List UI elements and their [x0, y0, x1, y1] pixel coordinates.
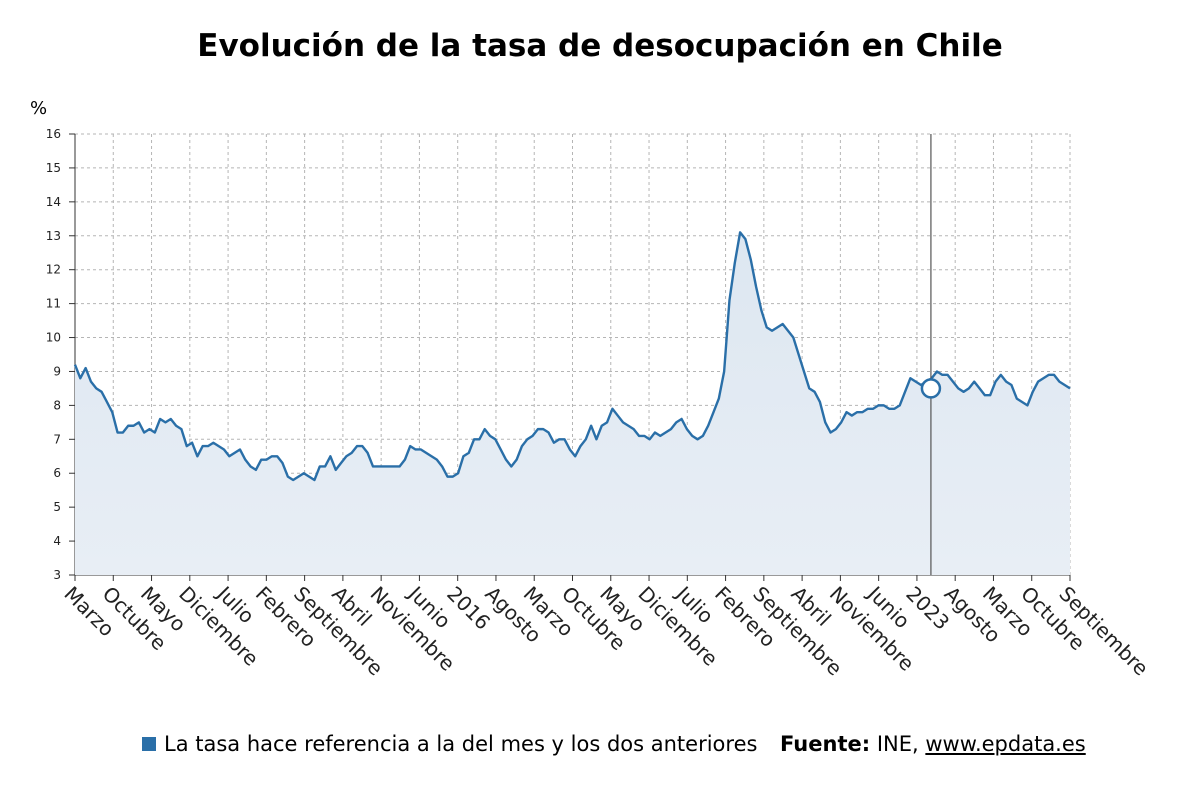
series-line — [73, 231, 1071, 482]
axis-labels: 345678910111213141516MarzoOctubreMayoDic… — [30, 98, 1153, 680]
x-tick-label: 2016 — [442, 582, 495, 635]
y-tick-label: 8 — [53, 398, 61, 412]
y-tick-label: 10 — [46, 331, 61, 345]
legend-label: La tasa hace referencia a la del mes y l… — [164, 732, 758, 756]
y-tick-label: 5 — [53, 500, 61, 514]
legend-swatch — [142, 737, 156, 751]
data-series — [73, 134, 1071, 575]
y-axis-label: % — [30, 98, 47, 119]
source-link[interactable]: www.epdata.es — [925, 732, 1086, 756]
y-tick-label: 11 — [46, 297, 61, 311]
source-label: Fuente: — [780, 732, 871, 756]
source-text: INE, — [876, 732, 919, 756]
y-tick-label: 12 — [46, 263, 61, 277]
x-tick-label: 2023 — [901, 582, 954, 635]
y-tick-label: 3 — [53, 568, 61, 582]
y-tick-label: 7 — [53, 432, 61, 446]
source-note: Fuente: INE, www.epdata.es — [780, 732, 1086, 756]
area-fill — [75, 232, 1070, 575]
highlight-point — [920, 378, 942, 399]
y-tick-label: 15 — [46, 161, 61, 175]
y-tick-label: 9 — [53, 364, 61, 378]
y-tick-label: 13 — [46, 229, 61, 243]
y-tick-label: 16 — [46, 127, 61, 141]
y-tick-label: 14 — [46, 195, 61, 209]
y-tick-label: 6 — [53, 466, 61, 480]
chart-title: Evolución de la tasa de desocupación en … — [197, 28, 1003, 64]
y-tick-label: 4 — [53, 534, 61, 548]
legend: La tasa hace referencia a la del mes y l… — [142, 732, 757, 756]
